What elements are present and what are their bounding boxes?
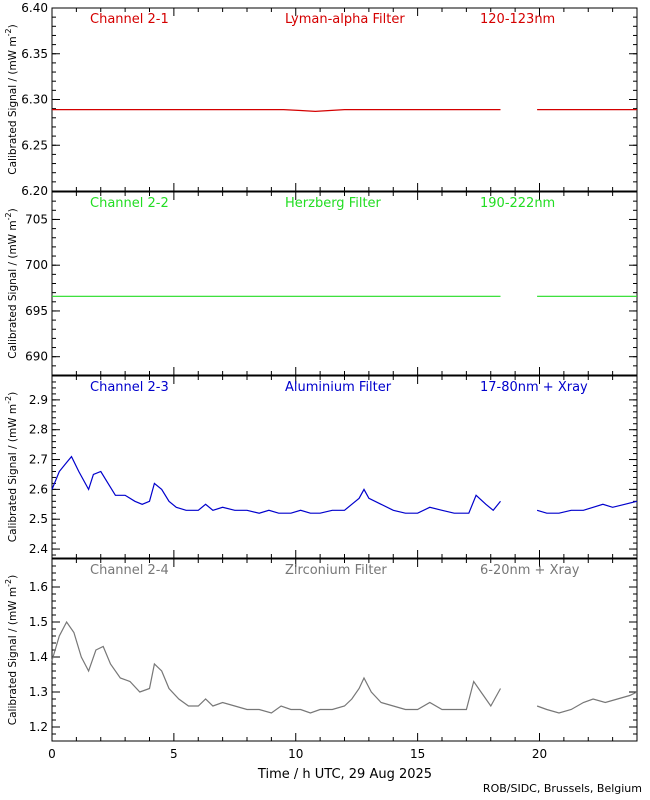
panel-filter-label: Herzberg Filter xyxy=(285,196,382,211)
y-axis-title-tail: ) xyxy=(7,392,19,396)
y-tick-label: 1.4 xyxy=(29,650,48,664)
panel-2: 690 695 700 705 Calibrated Signal / (mW m-2)… xyxy=(4,191,638,376)
y-tick-label: 2.4 xyxy=(29,542,48,556)
panel-band-label: 17-80nm + Xray xyxy=(480,380,588,395)
panel-filter-label: Aluminium Filter xyxy=(285,380,392,395)
y-axis-title-tail: ) xyxy=(7,24,19,28)
data-trace xyxy=(536,691,638,714)
panel-channel-label: Channel 2-4 xyxy=(90,563,169,578)
x-tick-label: 15 xyxy=(410,747,425,761)
data-trace xyxy=(51,620,502,714)
y-axis-title-tail: ) xyxy=(7,575,19,579)
y-tick-label: 695 xyxy=(25,304,48,318)
panel-filter-label: Zirconium Filter xyxy=(285,563,387,578)
y-tick-label: 690 xyxy=(25,350,48,364)
y-tick-label: 6.35 xyxy=(21,47,48,61)
y-tick-label: 6.30 xyxy=(21,93,48,107)
panel-band-label: 6-20nm + Xray xyxy=(480,563,580,578)
y-axis-title: Calibrated Signal / (mW m-2) xyxy=(4,392,19,542)
panel-channel-label: Channel 2-1 xyxy=(90,12,169,27)
y-axis-title-exponent: -2 xyxy=(4,28,13,36)
y-tick-label: 6.25 xyxy=(21,138,48,152)
y-tick-label: 1.5 xyxy=(29,615,48,629)
panel-frame xyxy=(51,558,638,742)
y-axis-title: Calibrated Signal / (mW m-2) xyxy=(4,575,19,725)
y-tick-label: 700 xyxy=(25,258,48,272)
panel-channel-label: Channel 2-2 xyxy=(90,196,169,211)
y-tick-label: 1.2 xyxy=(29,720,48,734)
data-trace xyxy=(52,109,501,113)
y-axis-title: Calibrated Signal / (mW m-2) xyxy=(4,24,19,174)
panel-frame xyxy=(51,7,638,192)
y-tick-label: 2.5 xyxy=(29,512,48,526)
panel-3: 2.4 2.5 2.6 2.7 2.8 2.9 Calibrated Signal / (m… xyxy=(4,375,638,559)
y-tick-label: 2.8 xyxy=(29,423,48,437)
panel-channel-label: Channel 2-3 xyxy=(90,380,169,395)
credit-text: ROB/SIDC, Brussels, Belgium xyxy=(483,782,642,795)
panel-4: 1.2 1.3 1.4 1.5 1.6 Calibrated Signal / (mW m… xyxy=(4,558,638,742)
x-axis-title: Time / h UTC, 29 Aug 2025 xyxy=(257,767,432,782)
y-tick-label: 2.9 xyxy=(29,393,48,407)
y-tick-label: 1.3 xyxy=(29,685,48,699)
data-trace xyxy=(536,500,638,514)
y-axis-title: Calibrated Signal / (mW m-2) xyxy=(4,208,19,358)
panel-frame xyxy=(51,191,638,376)
y-tick-label: 705 xyxy=(25,212,48,226)
y-tick-label: 1.6 xyxy=(29,580,48,594)
y-tick-label: 6.40 xyxy=(21,1,48,15)
data-trace xyxy=(51,455,501,514)
y-axis-title-tail: ) xyxy=(7,208,19,212)
y-axis-title-exponent: -2 xyxy=(4,579,13,587)
x-tick-label: 5 xyxy=(170,747,178,761)
y-axis-title-exponent: -2 xyxy=(4,212,13,220)
x-tick-label: 10 xyxy=(288,747,303,761)
x-tick-label: 0 xyxy=(48,747,56,761)
y-tick-label: 2.6 xyxy=(29,482,48,496)
panel-band-label: 120-123nm xyxy=(480,12,555,27)
panel-frame xyxy=(51,375,638,559)
y-axis-title-exponent: -2 xyxy=(4,396,13,404)
panel-filter-label: Lyman-alpha Filter xyxy=(285,12,405,27)
y-tick-label: 2.7 xyxy=(29,453,48,467)
y-tick-label: 6.20 xyxy=(21,184,48,198)
x-tick-label: 20 xyxy=(532,747,547,761)
x-axis: 0 5 10 15 20 xyxy=(48,747,547,761)
panel-band-label: 190-222nm xyxy=(480,196,555,211)
